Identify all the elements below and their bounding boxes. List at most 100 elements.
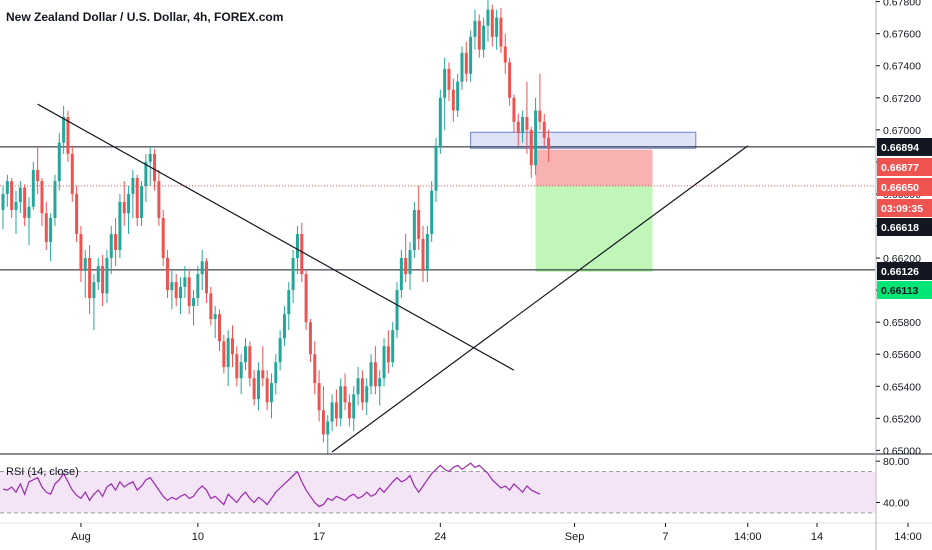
y-tick-label: 0.65000: [883, 445, 921, 457]
rsi-title: RSI (14, close): [6, 466, 79, 478]
x-tick-label: 17: [313, 531, 325, 543]
candle-120: [521, 110, 525, 143]
candle-123: [534, 97, 538, 175]
candle-body: [451, 89, 455, 111]
candle-body: [230, 338, 234, 355]
candle-body: [456, 81, 460, 111]
candle-body: [122, 201, 126, 214]
candle-10: [44, 201, 48, 251]
y-tick-label: 0.65400: [883, 381, 921, 393]
y-tick-label: 0.67600: [883, 29, 921, 41]
candle-body: [105, 258, 109, 294]
candle-76: [330, 394, 334, 432]
candle-body: [40, 181, 44, 214]
candle-body: [44, 213, 48, 243]
y-tick-label: 0.67200: [883, 93, 921, 105]
candle-46: [200, 250, 204, 291]
candle-89: [386, 330, 390, 374]
candle-body: [326, 421, 330, 435]
candle-93: [404, 234, 408, 283]
candle-body: [460, 52, 464, 82]
candle-77: [334, 389, 338, 427]
candle-25: [109, 226, 113, 275]
candle-body: [412, 209, 416, 251]
candle-115: [499, 8, 503, 53]
candle-64: [278, 330, 282, 371]
candle-body: [490, 9, 494, 37]
candle-84: [365, 378, 369, 416]
candle-body: [140, 185, 144, 218]
candle-body: [96, 266, 100, 283]
y-tick-label: 0.67400: [883, 61, 921, 73]
candle-81: [352, 386, 356, 432]
candle-body: [464, 52, 468, 74]
candle-80: [347, 394, 351, 427]
candle-body: [503, 46, 507, 63]
y-tick-label: 0.65800: [883, 317, 921, 329]
candle-60: [261, 346, 265, 387]
candle-body: [365, 386, 369, 403]
candle-26: [114, 217, 118, 267]
candle-8: [36, 145, 40, 194]
candle-41: [179, 277, 183, 315]
candle-125: [542, 113, 546, 146]
price-tag-bg: [877, 262, 932, 280]
candle-90: [391, 322, 395, 368]
candle-52: [226, 330, 230, 387]
candle-62: [269, 373, 273, 419]
rsi-pane[interactable]: [0, 462, 875, 514]
candle-126: [547, 129, 551, 162]
candle-11: [49, 213, 53, 262]
price-pane[interactable]: [0, 0, 875, 454]
candle-88: [382, 338, 386, 387]
ascending-trendline: [331, 145, 749, 453]
candle-57: [248, 341, 252, 387]
candle-body: [295, 234, 299, 259]
candle-body: [31, 169, 35, 207]
candle-body: [477, 20, 481, 50]
candle-117: [508, 57, 512, 106]
candle-91: [395, 282, 399, 339]
x-tick-label: Sep: [565, 531, 585, 543]
candle-body: [473, 20, 477, 37]
candle-7: [31, 161, 35, 210]
candle-body: [27, 206, 31, 218]
candle-body: [438, 97, 442, 146]
candle-body: [1, 193, 5, 210]
candle-63: [274, 354, 278, 395]
candle-body: [75, 193, 79, 235]
candle-body: [53, 181, 57, 218]
candle-body: [265, 378, 269, 403]
price-tag-label: 0.66618: [881, 222, 919, 234]
candle-27: [118, 193, 122, 259]
candle-body: [62, 117, 66, 143]
candle-body: [79, 234, 83, 271]
x-tick-label: 24: [434, 531, 446, 543]
candle-75: [326, 415, 330, 454]
candle-3: [14, 190, 18, 235]
y-tick-label: 0.65200: [883, 413, 921, 425]
candle-118: [512, 94, 516, 134]
candle-54: [235, 346, 239, 387]
candle-102: [443, 57, 447, 130]
candle-38: [166, 250, 170, 299]
x-tick-label: 14: [811, 531, 823, 543]
chart-title: New Zealand Dollar / U.S. Dollar, 4h, FO…: [6, 10, 283, 24]
candle-50: [218, 309, 221, 352]
candle-65: [282, 306, 286, 347]
candle-body: [321, 410, 325, 435]
candle-119: [516, 113, 520, 146]
candle-17: [75, 185, 79, 243]
candle-body: [200, 261, 204, 275]
price-tag: 0.66113: [877, 281, 932, 299]
candle-105: [456, 73, 460, 118]
candle-59: [256, 362, 260, 411]
candle-body: [23, 187, 27, 218]
candle-4: [18, 181, 22, 214]
x-tick-label: 14:00: [734, 531, 762, 543]
candle-body: [529, 129, 533, 166]
candle-body: [308, 322, 312, 355]
candle-43: [187, 270, 191, 315]
candle-106: [460, 46, 464, 90]
